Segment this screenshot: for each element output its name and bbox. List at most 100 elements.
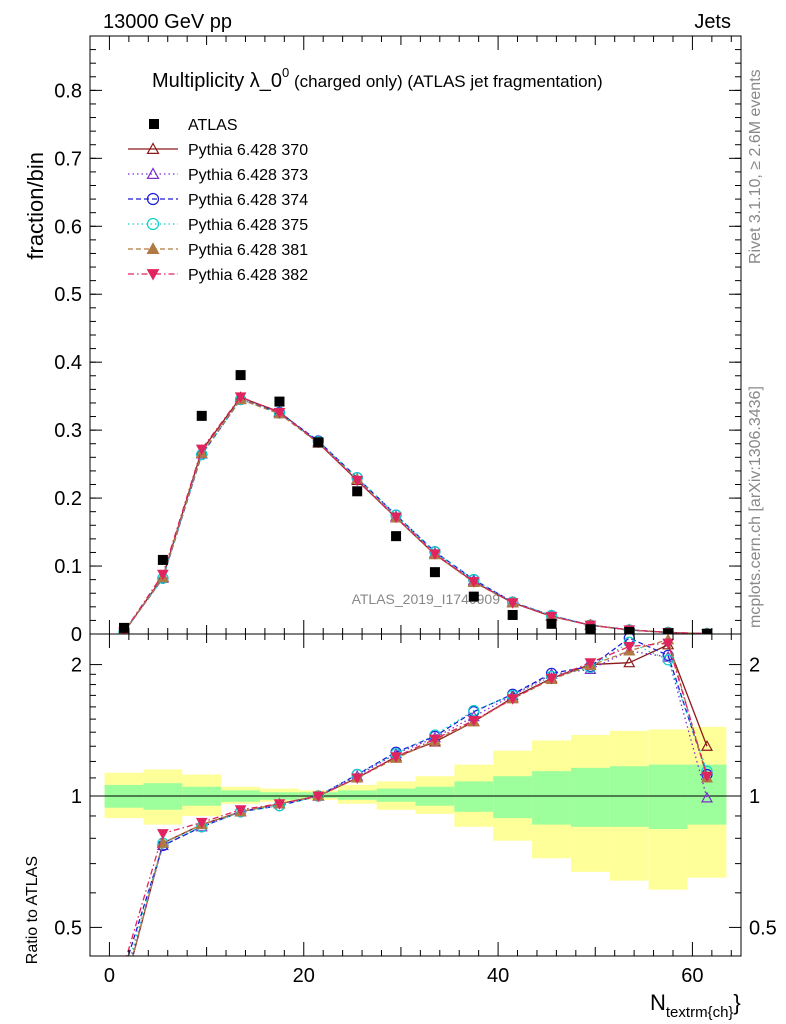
ratio-point-5 — [429, 734, 441, 746]
ratio-point-3 — [119, 974, 129, 984]
title-rest: (charged only) (ATLAS jet fragmentation) — [289, 72, 602, 91]
series-line-5 — [123, 396, 708, 634]
legend-label-1: Pythia 6.428 373 — [188, 167, 308, 184]
legend-marker-2 — [146, 192, 160, 206]
ratio-ytick-label-right: 1 — [749, 786, 760, 808]
legend-marker-3 — [146, 217, 160, 231]
main-ytick-label: 0.4 — [54, 352, 82, 374]
atlas-data-point — [701, 628, 712, 634]
process-label: Jets — [694, 11, 731, 33]
ratio-point-0 — [700, 740, 714, 751]
legend-marker-atlas — [149, 119, 159, 129]
stat-uncertainty-band — [648, 764, 688, 830]
ratio-point-5 — [467, 715, 480, 727]
stat-uncertainty-band — [454, 781, 494, 812]
atlas-data-point — [391, 531, 402, 542]
series-point-5 — [467, 577, 480, 588]
ratio-point-0 — [623, 656, 636, 668]
ratio-xtick-label: 40 — [487, 965, 509, 987]
ratio-point-5 — [312, 791, 325, 803]
series-point-5 — [351, 475, 364, 487]
stat-uncertainty-band — [337, 790, 377, 800]
series-point-5 — [157, 569, 169, 581]
ratio-ytick-label-right: 2 — [749, 655, 760, 677]
legend-label-5: Pythia 6.428 382 — [188, 267, 308, 284]
ratio-point-5 — [234, 805, 247, 816]
title-sup: 0 — [282, 65, 289, 80]
series-point-5 — [429, 549, 441, 560]
ratio-point-4 — [156, 836, 169, 848]
ratio-point-5 — [119, 961, 129, 970]
legend-marker-4 — [146, 242, 160, 254]
atlas-data-point — [157, 554, 168, 565]
main-ytick-label: 0.7 — [54, 148, 82, 170]
legend-label-3: Pythia 6.428 375 — [188, 217, 308, 234]
atlas-data-point — [313, 437, 324, 448]
ratio-point-5 — [662, 638, 674, 650]
stat-uncertainty-band — [532, 771, 571, 825]
ratio-line-0 — [132, 643, 708, 956]
ratio-point-5 — [506, 694, 519, 705]
main-ytick-label: 0 — [71, 624, 82, 646]
atlas-data-point — [585, 624, 596, 634]
ratio-point-5 — [701, 771, 713, 783]
ratio-ytick-label: 2 — [71, 655, 82, 677]
title-main: Multiplicity λ_0 — [152, 70, 282, 92]
series-point-5 — [273, 407, 286, 419]
atlas-data-point — [546, 618, 557, 629]
main-ytick-label: 0.8 — [54, 80, 82, 102]
legend: ATLAS Pythia 6.428 370 Pythia 6.428 373 Pyt… — [128, 117, 308, 284]
atlas-data-point — [274, 396, 285, 407]
atlas-data-point — [624, 626, 635, 634]
atlas-data-point — [468, 591, 479, 602]
chart-title: Multiplicity λ_00 (charged only) (ATLAS … — [152, 65, 603, 92]
main-plot-area: 0 0.1 0.2 0.3 0.4 0.5 0.6 0.7 0.8 — [54, 35, 742, 646]
xlabel-sub: textrm{ch} — [666, 1004, 734, 1021]
stat-uncertainty-band — [376, 788, 416, 802]
ratio-xlabel: Ntextrm{ch}} — [650, 990, 741, 1021]
ratio-point-5 — [584, 658, 597, 669]
main-ytick-label: 0.3 — [54, 420, 82, 442]
mcplots-label: mcplots.cern.ch [arXiv:1306.3436] — [747, 386, 764, 628]
stat-uncertainty-band — [609, 766, 649, 827]
legend-label-2: Pythia 6.428 374 — [188, 192, 308, 209]
ratio-point-0 — [119, 985, 129, 994]
uncertainty-bands — [104, 726, 727, 890]
atlas-data-point — [663, 628, 674, 634]
ratio-xtick-label: 60 — [681, 965, 703, 987]
ratio-point-1 — [700, 791, 714, 803]
ratio-xtick-label: 0 — [104, 965, 115, 987]
legend-marker-0 — [146, 142, 160, 154]
atlas-data-point — [352, 486, 363, 497]
main-ytick-label: 0.1 — [54, 556, 82, 578]
ratio-point-5 — [157, 829, 169, 840]
stat-uncertainty-band — [570, 767, 610, 827]
ratio-point-1 — [119, 979, 129, 988]
ratio-point-5 — [273, 799, 286, 810]
series-point-5 — [545, 611, 558, 623]
ratio-series-group — [119, 634, 714, 994]
ratio-plot-area: 0 20 40 60 0.5 0.5 1 1 2 2 — [54, 633, 777, 994]
atlas-data-point — [196, 410, 207, 421]
ratio-point-5 — [195, 817, 208, 829]
main-ytick-label: 0.5 — [54, 284, 82, 306]
legend-label-atlas: ATLAS — [188, 117, 238, 134]
energy-label: 13000 GeV pp — [103, 11, 232, 33]
atlas-data-point — [507, 609, 518, 620]
atlas-data-point — [429, 567, 440, 578]
ratio-point-5 — [545, 673, 558, 685]
analysis-watermark: ATLAS_2019_I1740909 — [352, 591, 501, 607]
ratio-ytick-label: 0.5 — [54, 917, 82, 939]
series-point-5 — [195, 444, 208, 456]
ratio-xtick-label: 20 — [293, 965, 315, 987]
ratio-point-3 — [662, 654, 674, 666]
main-ytick-label: 0.6 — [54, 216, 82, 238]
series-point-5 — [506, 598, 519, 609]
legend-label-0: Pythia 6.428 370 — [188, 142, 308, 159]
main-ylabel: fraction/bin — [23, 152, 48, 260]
series-point-5 — [390, 512, 402, 524]
legend-marker-5 — [146, 269, 160, 281]
legend-marker-1 — [146, 167, 160, 179]
ratio-point-5 — [351, 773, 364, 784]
ratio-frame — [89, 633, 742, 957]
